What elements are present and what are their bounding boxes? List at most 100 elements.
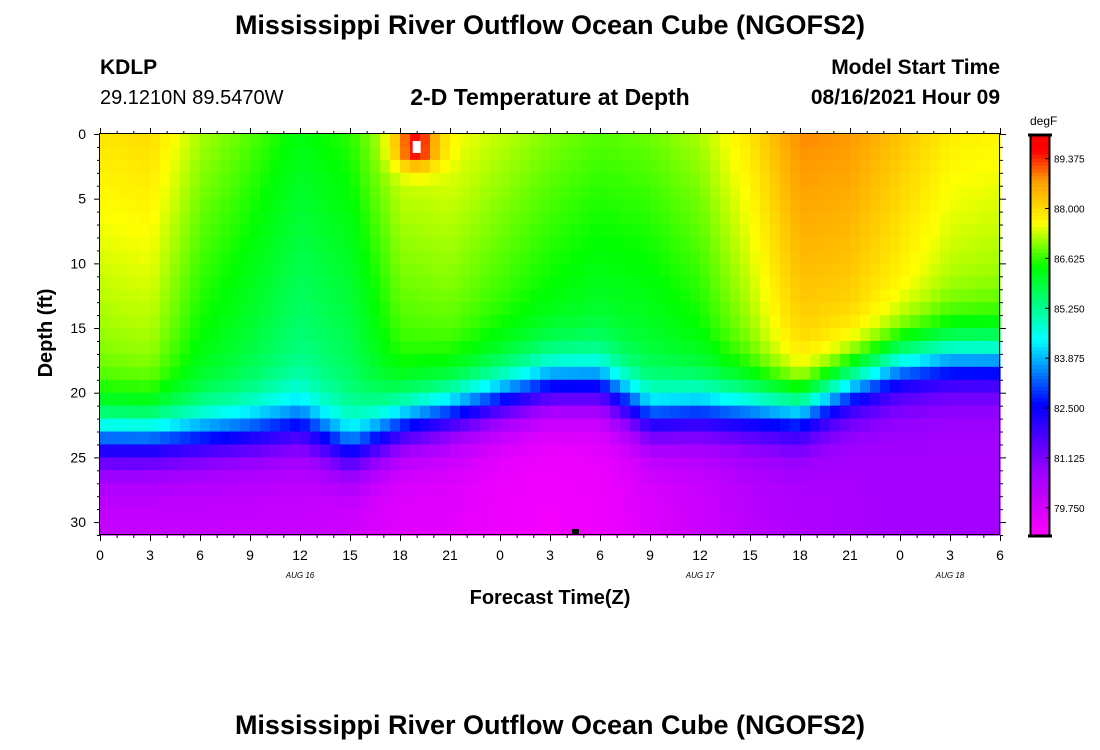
heatmap-cell: [650, 146, 661, 161]
heatmap-cell: [170, 431, 181, 446]
heatmap-cell: [890, 509, 901, 523]
x-tick-label: 12: [692, 547, 708, 563]
heatmap-cell: [380, 457, 391, 471]
heatmap-cell: [900, 496, 911, 510]
heatmap-cell: [840, 198, 851, 213]
heatmap-cell: [780, 405, 791, 420]
heatmap-cell: [790, 237, 801, 252]
heatmap-cell: [490, 211, 501, 226]
heatmap-cell: [590, 457, 601, 471]
heatmap-cell: [700, 146, 711, 161]
heatmap-cell: [720, 185, 731, 200]
heatmap-cell: [590, 198, 601, 213]
heatmap-cell: [100, 134, 111, 148]
heatmap-cell: [580, 340, 591, 355]
heatmap-cell: [320, 276, 331, 290]
heatmap-cell: [100, 366, 111, 381]
heatmap-cell: [350, 185, 361, 200]
heatmap-cell: [330, 224, 341, 239]
heatmap-cell: [160, 172, 171, 187]
heatmap-cell: [890, 146, 901, 161]
heatmap-cell: [780, 263, 791, 277]
heatmap-cell: [540, 172, 551, 187]
heatmap-cell: [870, 237, 881, 252]
heatmap-cell: [580, 134, 591, 148]
heatmap-cell: [390, 134, 401, 148]
heatmap-cell: [300, 224, 311, 239]
heatmap-cell: [640, 172, 651, 187]
heatmap-cell: [780, 211, 791, 226]
heatmap-cell: [870, 431, 881, 446]
heatmap-cell: [580, 444, 591, 458]
heatmap-cell: [610, 418, 621, 433]
heatmap-cell: [950, 340, 961, 355]
heatmap-cell: [350, 405, 361, 420]
heatmap-cell: [510, 366, 521, 381]
colorbar-segment: [1031, 317, 1049, 322]
heatmap-cell: [110, 340, 121, 355]
heatmap-cell: [790, 134, 801, 148]
heatmap-cell: [780, 496, 791, 510]
heatmap-cell: [930, 263, 941, 277]
heatmap-cell: [820, 470, 831, 484]
heatmap-cell: [180, 263, 191, 277]
heatmap-cell: [510, 185, 521, 200]
heatmap-cell: [120, 198, 131, 213]
heatmap-cell: [210, 353, 221, 368]
heatmap-cell: [550, 470, 561, 484]
heatmap-cell: [150, 457, 161, 471]
hot-spot-marker: [412, 140, 421, 153]
heatmap-cell: [270, 172, 281, 187]
heatmap-cell: [300, 366, 311, 381]
heatmap-cell: [570, 353, 581, 368]
heatmap-cell: [820, 211, 831, 226]
heatmap-cell: [770, 315, 781, 329]
heatmap-cell: [950, 302, 961, 316]
heatmap-cell: [180, 470, 191, 484]
heatmap-cell: [550, 431, 561, 446]
heatmap-cell: [960, 366, 971, 381]
heatmap-cell: [970, 276, 981, 290]
heatmap-cell: [650, 340, 661, 355]
heatmap-cell: [420, 263, 431, 277]
heatmap-cell: [650, 328, 661, 342]
heatmap-cell: [210, 328, 221, 342]
heatmap-cell: [690, 159, 701, 174]
heatmap-cell: [750, 366, 761, 381]
heatmap-cell: [410, 522, 421, 536]
heatmap-cell: [570, 444, 581, 458]
heatmap-cell: [180, 522, 191, 536]
heatmap-cell: [250, 328, 261, 342]
heatmap-cell: [170, 353, 181, 368]
heatmap-cell: [280, 289, 291, 303]
heatmap-cell: [890, 522, 901, 536]
heatmap-cell: [230, 431, 241, 446]
heatmap-cell: [790, 470, 801, 484]
heatmap-cell: [920, 302, 931, 316]
heatmap-cell: [200, 134, 211, 148]
heatmap-cell: [270, 263, 281, 277]
heatmap-cell: [780, 483, 791, 497]
heatmap-cell: [470, 366, 481, 381]
heatmap-cell: [130, 237, 141, 252]
heatmap-cell: [780, 431, 791, 446]
heatmap-cell: [890, 328, 901, 342]
colorbar-segment: [1031, 252, 1049, 257]
heatmap-cell: [960, 185, 971, 200]
heatmap-cell: [950, 198, 961, 213]
colorbar-segment: [1031, 143, 1049, 148]
heatmap-cell: [270, 146, 281, 161]
heatmap-cell: [990, 470, 1001, 484]
heatmap-cell: [360, 496, 371, 510]
heatmap-cell: [140, 289, 151, 303]
heatmap-cell: [180, 366, 191, 381]
heatmap-cell: [120, 146, 131, 161]
heatmap-cell: [990, 276, 1001, 290]
heatmap-cell: [530, 159, 541, 174]
heatmap-cell: [380, 340, 391, 355]
heatmap-cell: [720, 263, 731, 277]
heatmap-cell: [580, 509, 591, 523]
heatmap-cell: [730, 224, 741, 239]
heatmap-cell: [530, 263, 541, 277]
heatmap-cell: [260, 328, 271, 342]
